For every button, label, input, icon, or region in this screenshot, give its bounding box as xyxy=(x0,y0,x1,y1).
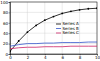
marker xyxy=(70,10,72,12)
y-tick: 80 xyxy=(3,10,10,15)
marker xyxy=(96,7,97,9)
y-tick: 60 xyxy=(3,21,10,26)
x-tick: 0 xyxy=(9,54,12,60)
tick-label: 80 xyxy=(3,10,9,15)
plot-frame xyxy=(10,2,97,54)
legend-swatch xyxy=(56,28,61,29)
y-axis: 0 20 40 60 80 100 xyxy=(0,0,10,57)
chart: 0246810020406080100Series ASeries BSerie… xyxy=(0,0,100,61)
tick-label: 4 xyxy=(44,55,47,60)
marker xyxy=(61,13,63,15)
series-line xyxy=(10,42,97,46)
tick-label: 60 xyxy=(3,21,9,26)
grid-line xyxy=(10,22,97,23)
y-tick: 40 xyxy=(3,31,10,36)
marker xyxy=(18,40,20,42)
grid-line xyxy=(27,2,28,54)
grid-line xyxy=(44,2,45,54)
legend-swatch xyxy=(56,33,61,34)
series-line xyxy=(10,46,97,49)
marker xyxy=(79,9,81,11)
marker xyxy=(10,51,11,53)
legend: Series ASeries BSeries C xyxy=(56,21,79,35)
tick-label: 20 xyxy=(3,41,9,46)
tick-label: 0 xyxy=(9,55,12,60)
y-tick: 100 xyxy=(0,0,10,5)
x-tick: 6 xyxy=(61,54,64,60)
grid-line xyxy=(10,12,97,13)
axis-line xyxy=(11,55,98,56)
marker xyxy=(53,16,55,18)
marker xyxy=(35,25,37,27)
y-tick: 0 xyxy=(5,52,10,57)
tick-label: 100 xyxy=(0,0,8,5)
grid xyxy=(10,2,97,54)
legend-label: Series C xyxy=(63,30,80,35)
marker xyxy=(27,31,29,33)
x-tick: 10 xyxy=(95,54,100,60)
x-tick: 8 xyxy=(79,54,82,60)
legend-swatch xyxy=(56,24,61,25)
tick-label: 40 xyxy=(3,31,9,36)
x-axis: 0 2 4 6 8 10 xyxy=(9,54,100,60)
x-tick: 2 xyxy=(27,54,30,60)
marks xyxy=(10,7,97,52)
tick-label: 2 xyxy=(27,55,30,60)
series-line xyxy=(10,8,97,51)
x-tick: 4 xyxy=(44,54,47,60)
marker xyxy=(44,19,46,21)
tick-label: 10 xyxy=(95,55,100,60)
tick-label: 6 xyxy=(61,55,64,60)
marker xyxy=(87,8,89,10)
grid-line xyxy=(10,33,97,34)
tick-label: 0 xyxy=(5,52,8,57)
plot: 0246810020406080100Series ASeries BSerie… xyxy=(0,0,100,60)
y-tick: 20 xyxy=(3,41,10,46)
tick-label: 8 xyxy=(79,55,82,60)
